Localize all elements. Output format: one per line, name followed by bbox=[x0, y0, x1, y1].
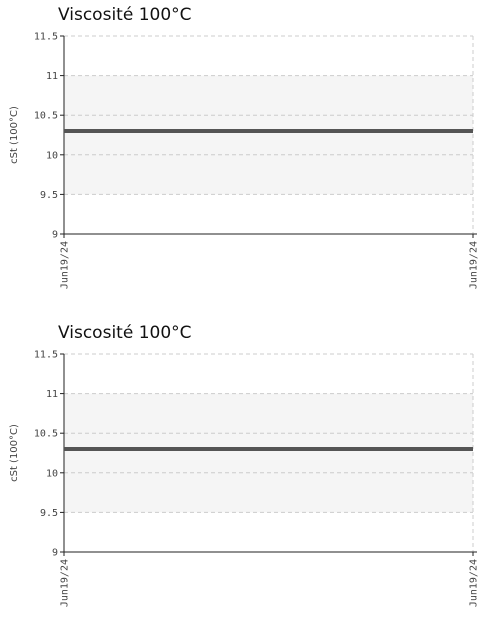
y-axis-label: cSt (100°C) bbox=[9, 424, 20, 482]
target-band bbox=[64, 393, 473, 513]
x-tick-label: Jun19/24 bbox=[60, 559, 71, 607]
chart-plot: 9 9.5 10 10.5 11 11.5 Jun19/24 Jun19/24 cSt (100… bbox=[9, 350, 480, 608]
y-tick-label: 9 bbox=[52, 230, 58, 241]
y-tick-label: 9.5 bbox=[40, 190, 58, 201]
y-tick-label: 10 bbox=[46, 150, 58, 161]
y-tick-label: 11 bbox=[46, 389, 58, 400]
x-tick-label: Jun19/24 bbox=[469, 559, 480, 607]
y-tick-label: 10 bbox=[46, 468, 58, 479]
target-band bbox=[64, 75, 473, 195]
chart-1: Viscosité 100°C 9 9.5 10 10.5 11 11.5 Jun19/24… bbox=[0, 0, 482, 300]
y-tick-label: 9 bbox=[52, 548, 58, 559]
y-tick-label: 11 bbox=[46, 71, 58, 82]
y-tick-label: 10.5 bbox=[34, 429, 58, 440]
x-tick-label: Jun19/24 bbox=[469, 241, 480, 289]
y-tick-label: 9.5 bbox=[40, 508, 58, 519]
chart-title: Viscosité 100°C bbox=[58, 5, 192, 25]
chart-title: Viscosité 100°C bbox=[58, 323, 192, 343]
chart-2: Viscosité 100°C 9 9.5 10 10.5 11 11.5 Jun19/24… bbox=[0, 318, 482, 618]
y-axis-label: cSt (100°C) bbox=[9, 106, 20, 164]
x-tick-label: Jun19/24 bbox=[60, 241, 71, 289]
y-tick-label: 11.5 bbox=[34, 350, 58, 361]
y-tick-label: 11.5 bbox=[34, 32, 58, 43]
chart-plot: 9 9.5 10 10.5 11 11.5 Jun19/24 Jun19/24 cSt (100… bbox=[9, 32, 480, 290]
y-tick-label: 10.5 bbox=[34, 111, 58, 122]
